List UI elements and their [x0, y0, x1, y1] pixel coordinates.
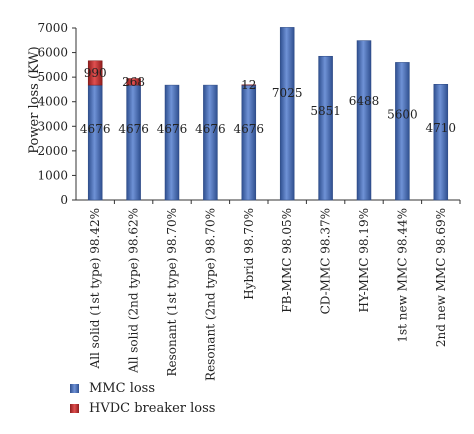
data-label-mmc-loss: 4676 [195, 122, 226, 136]
y-tick-label: 4000 [37, 95, 68, 109]
data-label-mmc-loss: 4676 [80, 122, 111, 136]
legend-label-mmc-loss: MMC loss [89, 380, 156, 396]
x-category-label: Resonant (2nd type) 98.70% [203, 208, 217, 381]
legend-label-hvdc-breaker-loss: HVDC breaker loss [89, 400, 216, 416]
data-label-mmc-loss: 5851 [310, 104, 341, 118]
data-label-mmc-loss: 4676 [234, 122, 265, 136]
bar-mmc-loss [241, 84, 257, 201]
data-label-mmc-loss: 6488 [349, 94, 380, 108]
y-tick-label: 2000 [37, 144, 68, 158]
bar-mmc-loss [395, 62, 410, 201]
x-category-label: All solid (2nd type) 98.62% [127, 208, 141, 374]
x-category-label: Hybrid 98.70% [242, 208, 256, 300]
legend: MMC loss HVDC breaker loss [70, 378, 215, 418]
legend-swatch-hvdc-breaker-loss [70, 403, 79, 413]
y-tick-label: 1000 [37, 168, 68, 182]
x-category-label: All solid (1st type) 98.42% [88, 208, 102, 369]
x-category-label: CD-MMC 98.37% [319, 208, 333, 314]
bar-hvdc-breaker-loss [87, 60, 103, 86]
x-category-label: Resonant (1st type) 98.70% [165, 208, 179, 377]
data-label-mmc-loss: 4676 [157, 122, 188, 136]
bar-mmc-loss [126, 84, 141, 201]
data-label-hvdc-breaker-loss: 990 [84, 66, 107, 80]
bar-mmc-loss [318, 55, 333, 201]
y-tick-label: 3000 [37, 119, 68, 133]
legend-item-hvdc-breaker-loss: HVDC breaker loss [70, 398, 215, 418]
data-label-hvdc-breaker-loss: 268 [122, 75, 145, 89]
y-tick-label: 7000 [37, 21, 68, 35]
data-label-mmc-loss: 5600 [387, 108, 418, 122]
x-category-label: HY-MMC 98.19% [357, 208, 371, 312]
bar-mmc-loss [164, 84, 180, 201]
y-tick-label: 6000 [37, 46, 68, 60]
x-category-label: 2nd new MMC 98.69% [434, 208, 448, 347]
bar-mmc-loss [279, 27, 295, 201]
x-category-label: 1st new MMC 98.44% [395, 208, 409, 343]
bar-hvdc-breaker-loss [126, 78, 141, 86]
y-tick-label: 5000 [37, 70, 68, 84]
plot-area: 0 1000 2000 3000 4000 5000 6000 7000 4676 990 All … [37, 21, 461, 381]
x-category-label: FB-MMC 98.05% [280, 208, 294, 313]
bar-mmc-loss [356, 40, 372, 201]
data-label-mmc-loss: 4676 [118, 122, 149, 136]
data-label-mmc-loss: 7025 [272, 86, 303, 100]
bar-mmc-loss [87, 84, 103, 201]
bar-mmc-loss [203, 84, 218, 201]
legend-swatch-mmc-loss [70, 383, 79, 393]
y-axis-label: Power loss (KW) [27, 46, 42, 153]
data-label-hvdc-breaker-loss: 12 [241, 78, 256, 92]
bar-mmc-loss [433, 84, 449, 201]
y-tick-label: 0 [60, 193, 68, 207]
data-label-mmc-loss: 4710 [426, 121, 457, 135]
legend-item-mmc-loss: MMC loss [70, 378, 215, 398]
